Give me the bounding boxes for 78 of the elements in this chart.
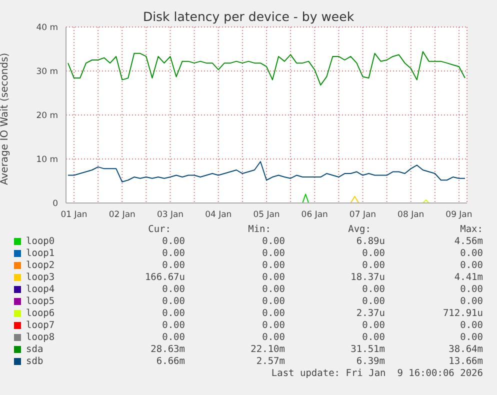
y-tick-label: 40 m [36,23,58,34]
legend-label: loop2 [26,260,55,271]
x-tick-label: 06 Jan [301,210,328,220]
text: 0.00 [460,320,483,331]
text: 13.66m [448,356,483,367]
text: 0.00 [460,284,483,295]
text: 0.00 [460,260,483,271]
text: 0.00 [162,236,185,247]
text: Max: [460,224,483,235]
legend-label: loop1 [26,248,55,259]
legend-label: loop3 [26,272,55,283]
x-tick-label: 04 Jan [205,210,232,220]
text: 0.00 [362,248,385,259]
text: 0.00 [262,284,285,295]
text: Cur: [148,224,171,235]
text: 22.10m [250,344,285,355]
text: 2.57m [256,356,285,367]
text: 0.00 [262,320,285,331]
text: 0.00 [460,296,483,307]
text: 38.64m [448,344,483,355]
text: 31.51m [350,344,385,355]
legend-label: loop4 [26,284,55,295]
text: 0.00 [460,248,483,259]
text: 166.67u [144,272,185,283]
legend-label: loop8 [26,332,55,343]
text: 0.00 [362,296,385,307]
x-tick-label: 05 Jan [253,210,280,220]
legend-label: loop0 [26,236,55,247]
y-tick-label: 30 m [36,67,58,78]
text: 0.00 [162,320,185,331]
text: 0.00 [162,332,185,343]
text: 4.41m [454,272,483,283]
text: 6.39m [356,356,385,367]
text: 712.91u [442,308,483,319]
x-tick-label: 09 Jan [446,210,472,220]
text: 0.00 [162,308,185,319]
line-series [68,51,466,86]
text: Min: [248,224,271,235]
text: 0.00 [162,248,185,259]
text: 18.37u [350,272,385,283]
y-tick-label: 10 m [36,155,58,166]
x-tick-label: 01 Jan [60,210,88,220]
legend-label: loop5 [26,296,55,307]
text: 0.00 [362,284,385,295]
text: Avg: [348,224,371,235]
text: 0.00 [460,332,483,343]
text: 0.00 [262,248,285,259]
text: 0.00 [162,296,185,307]
text: 28.63m [150,344,185,355]
text: 0.00 [262,236,285,247]
x-tick-label: 08 Jan [398,210,424,220]
text: 0.00 [162,260,185,271]
x-tick-label: 07 Jan [349,210,376,220]
legend-label: sda [26,344,44,355]
text: 0.00 [362,260,385,271]
y-axis-title: Average IO Wait (seconds) [0,52,11,185]
text: 4.56m [454,236,483,247]
line-series [68,161,466,182]
y-tick-label: 0 [52,199,58,210]
text: 2.37u [356,308,385,319]
text: 0.00 [162,284,185,295]
legend-label: sdb [26,356,44,367]
text: 0.00 [262,308,285,319]
legend-label: loop6 [26,308,55,319]
legend-label: loop7 [26,320,55,331]
text: 0.00 [262,296,285,307]
y-tick-label: 20 m [36,111,58,122]
text: 0.00 [262,332,285,343]
text: Last update: Fri Jan 9 16:00:06 2026 [271,368,483,379]
x-tick-label: 03 Jan [156,210,184,220]
chart-title: Disk latency per device - by week [142,9,356,24]
text: 0.00 [362,332,385,343]
text: 0.00 [262,260,285,271]
text: 6.89u [356,236,385,247]
text: 0.00 [362,320,385,331]
text: 0.00 [262,272,285,283]
text: 6.66m [156,356,185,367]
x-tick-label: 02 Jan [108,210,136,220]
